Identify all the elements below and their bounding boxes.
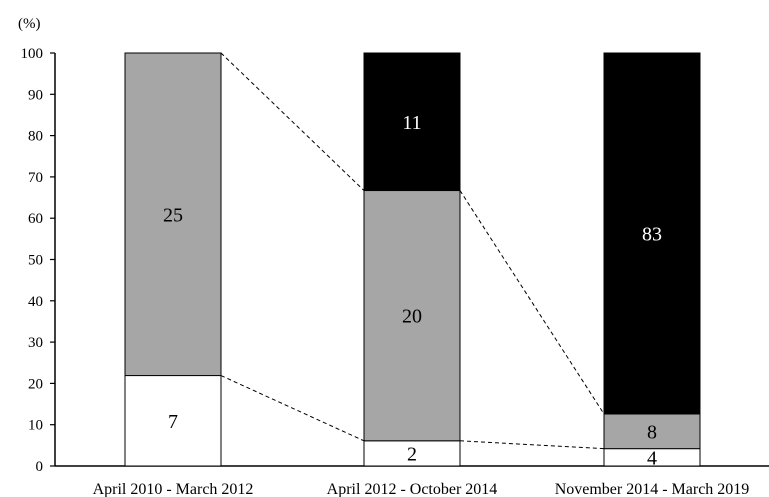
segment-labels: 7 25 2 20 11 4 8 83 — [163, 112, 662, 470]
y-tick-label: 60 — [28, 211, 43, 227]
y-tick-label: 90 — [28, 87, 43, 103]
y-tick-label: 10 — [28, 418, 43, 434]
segment-value-label: 20 — [402, 306, 422, 328]
y-unit-label: (%) — [18, 16, 41, 32]
y-tick-label: 70 — [28, 170, 43, 186]
bar-segment — [363, 190, 461, 442]
bar-segment — [363, 52, 461, 192]
x-axis-labels: April 2010 - March 2012 April 2012 - Octo… — [93, 481, 750, 497]
segment-value-label: 2 — [407, 443, 417, 465]
connector-line — [220, 375, 365, 442]
y-tick-label: 40 — [28, 294, 43, 310]
y-tick-label: 100 — [21, 46, 44, 62]
bar-segment — [603, 52, 701, 415]
segment-value-label: 7 — [168, 411, 178, 433]
segment-value-label: 4 — [647, 447, 657, 469]
connector-line — [459, 440, 605, 450]
y-tick-label: 0 — [36, 459, 44, 475]
y-tick-label: 50 — [28, 253, 43, 269]
segment-value-label: 11 — [402, 112, 421, 134]
y-tick-label: 80 — [28, 129, 43, 145]
segment-value-label: 25 — [163, 204, 183, 226]
segment-value-label: 83 — [642, 223, 662, 245]
bar-segment — [124, 52, 222, 377]
connector-line — [459, 190, 605, 415]
bars — [124, 52, 701, 467]
y-tick-label: 30 — [28, 335, 43, 351]
connector-line — [220, 52, 365, 191]
x-tick-label: April 2010 - March 2012 — [93, 481, 254, 497]
bar-segment — [603, 413, 701, 450]
x-tick-label: April 2012 - October 2014 — [327, 481, 498, 497]
segment-value-label: 8 — [647, 421, 657, 443]
bar-segment — [124, 375, 222, 467]
x-tick-label: November 2014 - March 2019 — [555, 481, 750, 497]
connector-lines — [220, 52, 605, 450]
y-tick-label: 20 — [28, 376, 43, 392]
